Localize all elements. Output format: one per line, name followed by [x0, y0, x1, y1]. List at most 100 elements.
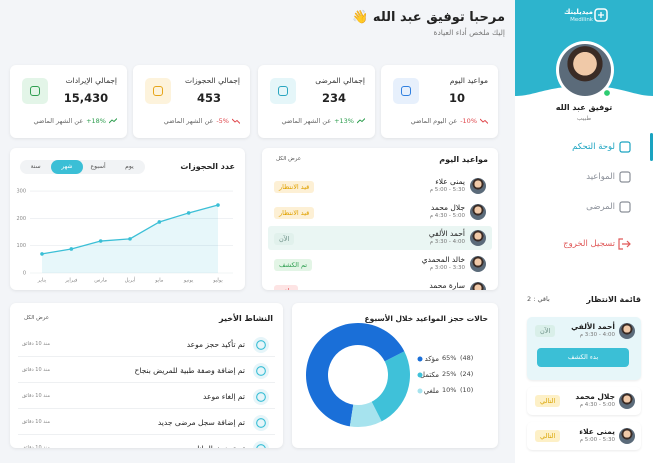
- patient-avatar: [470, 204, 486, 220]
- status-badge: قيد الانتظار: [274, 207, 315, 219]
- appointment-row: جلال محمد 5:00 - 4:30 م قيد الانتظار: [268, 200, 492, 224]
- legend-count: (24): [460, 370, 474, 378]
- bell-icon: [253, 363, 269, 379]
- appointment-time: 4:00 - 3:30 م: [429, 239, 465, 245]
- bell-icon: [253, 441, 269, 448]
- tab-group: يوم أسبوع شهر سنة: [20, 160, 145, 174]
- appointments-card: مواعيد اليوم عرض الكل يمنى علاء 5:30 - 5:00…: [262, 148, 498, 290]
- bell-icon: [253, 389, 269, 405]
- trend-arrow-path: [480, 118, 488, 124]
- logo-icon: [594, 8, 608, 22]
- status-badge: ملغي: [274, 285, 299, 290]
- stat-change-row: -10% عن اليوم الماضي: [411, 117, 488, 125]
- tab[interactable]: أسبوع: [90, 163, 106, 170]
- trend-arrow-path: [232, 118, 240, 124]
- patient-name: يمنى علاء: [435, 177, 465, 186]
- stat-change: -5%: [216, 117, 229, 125]
- waiting-badge: التالي: [535, 395, 561, 407]
- appointment-row: أحمد الألفي 4:00 - 3:30 م الآن: [268, 226, 492, 250]
- waiting-time: 5:30 - 5:00 م: [579, 437, 615, 443]
- status-badge: الآن: [274, 233, 295, 245]
- tab[interactable]: يوم: [125, 163, 134, 170]
- legend-value: 25%: [442, 370, 457, 378]
- waiting-name: جلال محمد: [575, 392, 615, 401]
- activity-time: منذ 10 دقائق: [22, 393, 51, 399]
- trend-arrow: [480, 118, 488, 124]
- stat-period: عن اليوم الماضي: [410, 117, 458, 125]
- appointment-time: 3:30 - 3:00 م: [429, 265, 465, 271]
- status-title: حالات حجز المواعيد خلال الأسبوع: [364, 314, 489, 323]
- nav-item[interactable]: المرضى: [586, 202, 615, 212]
- page-subtitle: إليك ملخص أداء العيادة: [433, 28, 505, 37]
- stat-icon-glyph: [401, 86, 411, 96]
- legend-label: مؤكد: [424, 355, 439, 363]
- activity-time: منذ 10 دقائق: [22, 445, 51, 448]
- view-all[interactable]: عرض الكل: [276, 156, 302, 162]
- stat-label: إجمالي الحجوزات: [185, 76, 240, 85]
- bookings-card: عدد الحجوزات يوم أسبوع شهر سنة: [10, 148, 245, 290]
- activity-text: تم إضافة وصفة طبية للمريض بنجاح: [134, 366, 245, 375]
- legend-value: 10%: [442, 386, 457, 394]
- stat-icon-glyph: [153, 86, 163, 96]
- patient-name: جلال محمد: [430, 203, 465, 212]
- appointment-row: خالد المحمدي 3:30 - 3:00 م تم الكشف: [268, 252, 492, 276]
- stat-period: عن الشهر الماضي: [163, 117, 214, 125]
- appointment-time: 5:00 - 4:30 م: [429, 213, 465, 219]
- tab[interactable]: سنة: [30, 163, 41, 170]
- chart-title: عدد الحجوزات: [180, 162, 235, 171]
- waiting-badge: الآن: [535, 325, 556, 337]
- activity-row: تم إلغاء موعد منذ 10 دقائق: [18, 385, 275, 409]
- patient-name: سارة محمد: [429, 281, 465, 290]
- nav-icon: [619, 171, 631, 183]
- nav-item[interactable]: لوحة التحكم: [572, 142, 615, 152]
- patient-avatar: [619, 428, 635, 444]
- patient-name: أحمد الألفي: [428, 229, 465, 238]
- stat-icon: [270, 78, 296, 104]
- trend-arrow-path: [109, 118, 117, 124]
- activity-card: النشاط الأخير عرض الكل تم تأكيد حجز موعد من…: [10, 303, 283, 448]
- legend-value: 65%: [442, 354, 457, 362]
- patient-name: خالد المحمدي: [421, 255, 465, 264]
- appointment-time: 5:30 - 5:00 م: [429, 187, 465, 193]
- user-name: توفيق عبد الله: [555, 103, 613, 112]
- logo-cross: [598, 12, 604, 18]
- waiting-time: 5:00 - 4:30 م: [579, 402, 615, 408]
- stat-card: إجمالي الإيرادات 15,430 +18% عن الشهر الماض…: [10, 65, 127, 138]
- stat-change-row: +18% عن الشهر الماضي: [34, 117, 117, 125]
- waiting-name: يمنى علاء: [579, 427, 615, 436]
- stat-label: إجمالي المرضى: [315, 76, 365, 85]
- legend-label: مكتمل: [419, 371, 439, 379]
- legend-count: (48): [460, 354, 474, 362]
- appointment-row: يمنى علاء 5:30 - 5:00 م قيد الانتظار: [268, 174, 492, 198]
- patient-avatar: [619, 393, 635, 409]
- tab[interactable]: شهر: [51, 160, 83, 174]
- view-all[interactable]: عرض الكل: [24, 315, 50, 321]
- activity-text: تم إلغاء موعد: [203, 392, 245, 401]
- start-button[interactable]: بدء الكشف: [537, 348, 629, 367]
- waiting-time: 4:00 - 3:30 م: [579, 332, 615, 338]
- stat-value: 15,430: [63, 91, 109, 105]
- online-dot: [602, 88, 612, 98]
- activity-title: النشاط الأخير: [219, 314, 273, 323]
- waiting-card: أحمد الألفي 4:00 - 3:30 م الآن بدء الكشف: [527, 317, 641, 380]
- stat-change: +13%: [334, 117, 354, 125]
- stat-change: +18%: [86, 117, 106, 125]
- patient-avatar: [619, 323, 635, 339]
- activity-time: منذ 10 دقائق: [22, 419, 51, 425]
- brand-en: Medilink: [570, 17, 593, 23]
- nav-icon: [619, 141, 631, 153]
- stat-icon-glyph: [30, 86, 40, 96]
- activity-text: تم تحديث البيانات: [190, 444, 245, 448]
- nav-item[interactable]: المواعيد: [586, 172, 615, 182]
- logout[interactable]: تسجيل الخروج: [563, 239, 615, 249]
- status-badge: قيد الانتظار: [274, 181, 315, 193]
- waiting-name: أحمد الألفي: [571, 322, 615, 331]
- stat-change-row: +13% عن الشهر الماضي: [282, 117, 365, 125]
- stat-change: -10%: [460, 117, 477, 125]
- activity-row: تم إضافة سجل مرضى جديد منذ 10 دقائق: [18, 411, 275, 435]
- status-card: حالات حجز المواعيد خلال الأسبوع (48) 65% مؤ…: [292, 303, 498, 448]
- activity-row: تم إضافة وصفة طبية للمريض بنجاح منذ 10 دق…: [18, 359, 275, 383]
- trend-arrow: [357, 118, 365, 124]
- stat-card: مواعيد اليوم 10 -10% عن اليوم الماضي: [381, 65, 498, 138]
